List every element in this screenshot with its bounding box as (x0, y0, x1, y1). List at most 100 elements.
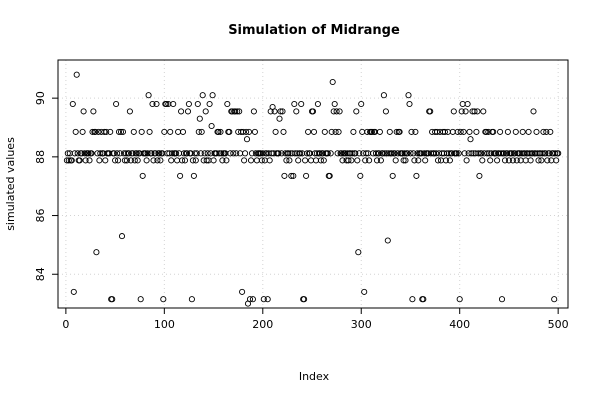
data-point (396, 128, 403, 135)
data-point (466, 128, 473, 135)
data-point (102, 157, 109, 164)
data-point (456, 296, 463, 303)
data-point (260, 296, 267, 303)
data-point (490, 128, 497, 135)
data-point (223, 157, 230, 164)
data-point (356, 150, 363, 157)
data-point (525, 128, 532, 135)
data-point (379, 150, 386, 157)
data-point (412, 128, 419, 135)
data-point (90, 108, 97, 115)
data-point (327, 150, 334, 157)
data-point (307, 157, 315, 164)
data-point (338, 150, 345, 157)
data-point (139, 172, 146, 179)
data-point (173, 150, 180, 157)
data-point (454, 128, 461, 135)
data-point (376, 128, 383, 135)
grid-lines (58, 60, 568, 308)
data-point (138, 128, 145, 135)
data-point (409, 296, 416, 303)
data-point (291, 100, 298, 108)
data-point (72, 128, 79, 135)
data-point (209, 92, 216, 99)
data-point (190, 172, 197, 179)
data-point (362, 157, 369, 164)
data-point (497, 128, 504, 135)
data-point (288, 172, 295, 179)
data-point (471, 108, 478, 115)
data-point (530, 108, 537, 115)
data-point (551, 296, 558, 303)
data-point (483, 128, 490, 135)
data-point (363, 150, 370, 157)
data-point (227, 150, 234, 157)
data-point (415, 157, 422, 164)
data-point (95, 128, 102, 135)
data-point (533, 128, 540, 135)
data-point (86, 157, 93, 164)
data-point (404, 150, 411, 157)
data-point (167, 128, 174, 135)
data-point (194, 100, 201, 108)
data-point (326, 172, 333, 179)
data-point (129, 150, 136, 157)
data-point (240, 128, 247, 135)
data-point (118, 233, 126, 240)
data-point (508, 150, 515, 157)
data-point (97, 150, 104, 157)
data-point (539, 150, 546, 157)
data-point (179, 157, 186, 164)
data-point (180, 150, 188, 157)
data-point (203, 157, 210, 164)
data-point (80, 108, 87, 115)
data-point (449, 128, 456, 135)
data-point (271, 108, 278, 115)
data-point (498, 296, 506, 303)
data-point (150, 157, 157, 164)
data-point (547, 128, 554, 135)
data-point (193, 150, 200, 157)
data-point (400, 157, 407, 164)
data-point (332, 128, 339, 135)
x-tick-label: 100 (154, 318, 175, 331)
data-point (197, 150, 204, 157)
data-point (335, 128, 342, 135)
data-point (381, 150, 388, 157)
data-point (324, 150, 331, 157)
data-point (93, 249, 100, 256)
data-point (175, 128, 182, 135)
data-point (134, 157, 141, 164)
data-point (329, 78, 336, 86)
data-point (137, 296, 144, 303)
data-point (116, 150, 124, 157)
data-point (433, 150, 440, 157)
data-point (210, 157, 217, 164)
data-point (191, 150, 198, 157)
data-point (218, 150, 225, 157)
data-point (127, 157, 134, 164)
data-point (199, 92, 206, 99)
data-point (286, 157, 293, 164)
data-point (188, 296, 195, 303)
data-point (153, 100, 160, 108)
data-point (393, 128, 400, 135)
data-point (334, 150, 341, 157)
data-point (321, 128, 328, 135)
data-point (157, 157, 164, 164)
data-point (459, 100, 466, 108)
x-tick-label: 300 (351, 318, 372, 331)
data-point (68, 157, 75, 164)
data-point (372, 150, 380, 157)
data-point (79, 128, 86, 135)
data-point (297, 150, 304, 157)
data-point (156, 150, 163, 157)
data-point (348, 157, 355, 164)
data-point (405, 92, 412, 99)
data-point (388, 150, 395, 157)
data-point (331, 100, 338, 108)
data-point (407, 150, 414, 157)
data-point (103, 128, 110, 135)
data-point (336, 108, 343, 115)
